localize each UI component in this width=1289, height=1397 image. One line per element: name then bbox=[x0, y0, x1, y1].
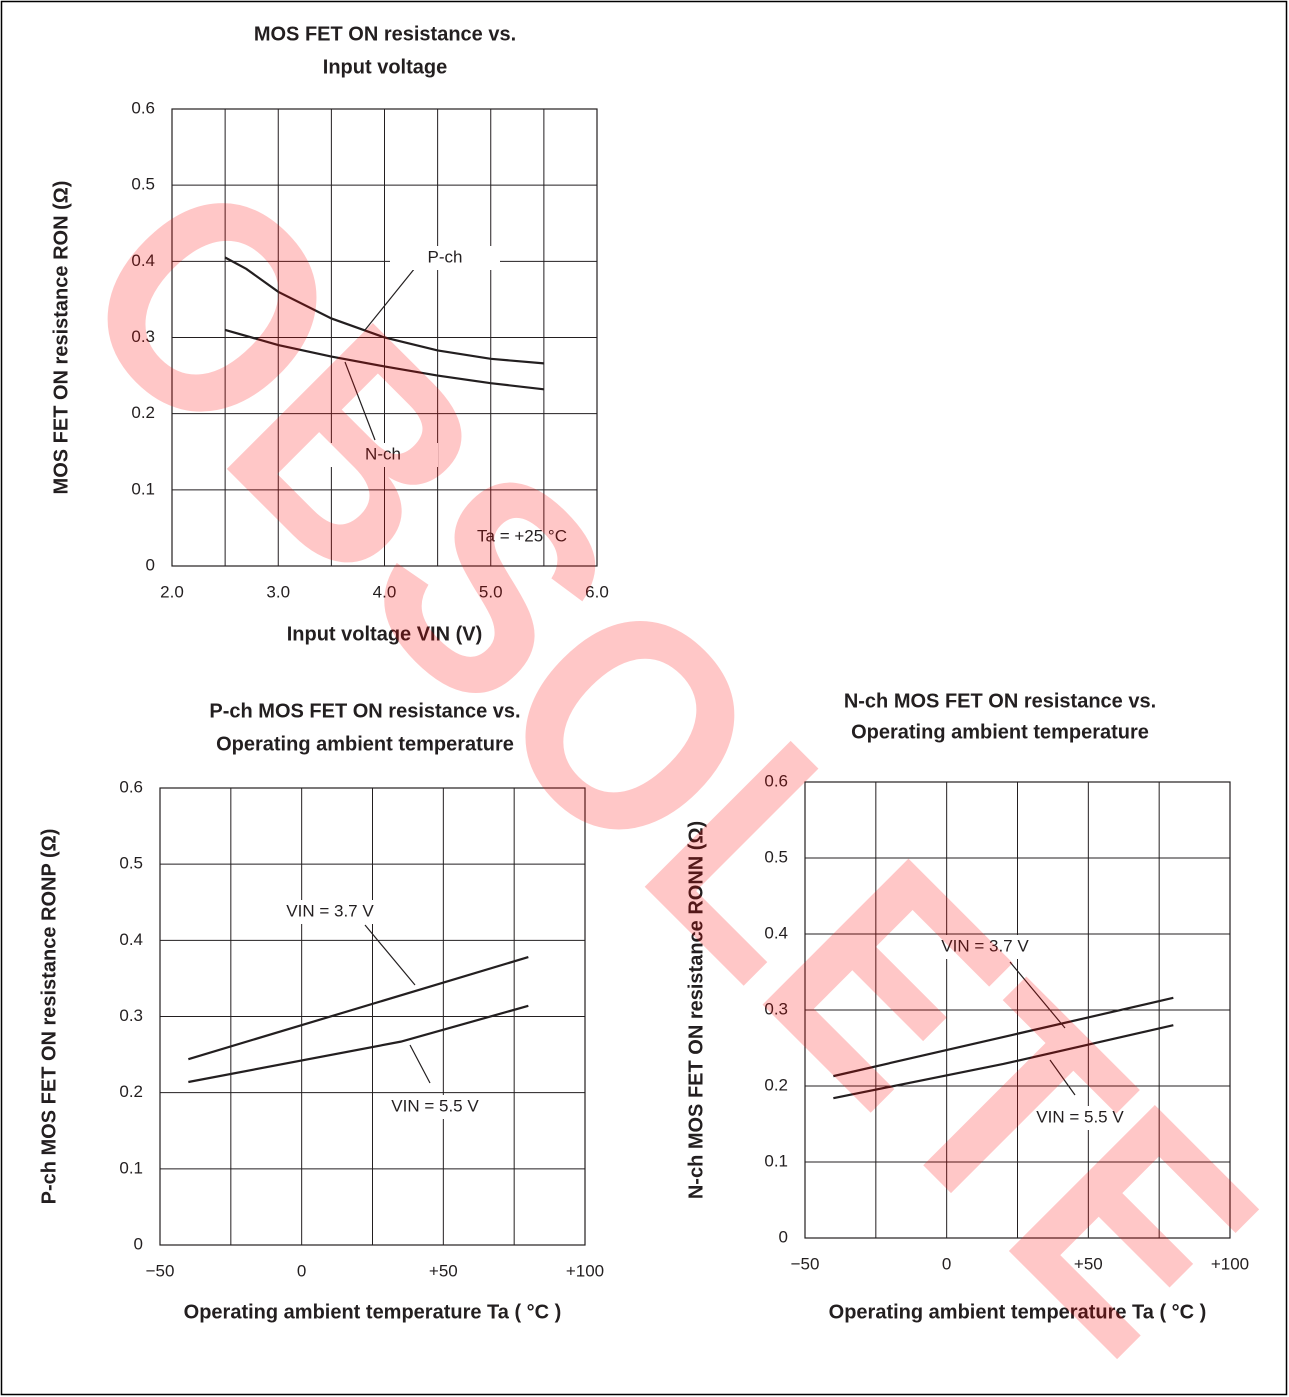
y-axis-label: P-ch MOS FET ON resistance RONP (Ω) bbox=[38, 829, 60, 1205]
x-tick-label: +50 bbox=[429, 1261, 458, 1280]
series-line bbox=[188, 956, 529, 1061]
y-tick-label: 0.2 bbox=[131, 403, 155, 422]
series-line bbox=[224, 256, 544, 365]
x-tick-label: +100 bbox=[1211, 1254, 1249, 1273]
chart-title: N-ch MOS FET ON resistance vs. bbox=[844, 690, 1156, 712]
y-tick-label: 0.1 bbox=[131, 479, 155, 498]
chart-title: Input voltage bbox=[323, 56, 447, 78]
label-bg bbox=[1025, 1106, 1135, 1130]
chart-title: MOS FET ON resistance vs. bbox=[254, 23, 516, 45]
annotation: Ta = +25 °C bbox=[477, 526, 567, 545]
chart-title: Operating ambient temperature bbox=[851, 721, 1149, 743]
y-tick-label: 0.6 bbox=[764, 771, 788, 790]
leader-line bbox=[344, 361, 376, 441]
x-tick-label: 3.0 bbox=[266, 582, 290, 601]
x-axis-label: Operating ambient temperature Ta ( °C ) bbox=[184, 1301, 562, 1323]
x-tick-label: +100 bbox=[566, 1261, 604, 1280]
y-tick-label: 0 bbox=[146, 555, 155, 574]
chart-title: Operating ambient temperature bbox=[216, 733, 514, 755]
y-tick-label: 0.1 bbox=[119, 1158, 143, 1177]
leader-line bbox=[1009, 961, 1066, 1029]
y-tick-label: 0.4 bbox=[131, 251, 155, 270]
chart-title: P-ch MOS FET ON resistance vs. bbox=[209, 700, 520, 722]
y-tick-label: 0.1 bbox=[764, 1151, 788, 1170]
x-tick-label: −50 bbox=[146, 1261, 175, 1280]
x-tick-label: 6.0 bbox=[585, 582, 609, 601]
y-tick-label: 0.4 bbox=[764, 923, 788, 942]
series-line bbox=[224, 328, 545, 391]
series-line bbox=[833, 1024, 1174, 1100]
x-tick-label: 5.0 bbox=[479, 582, 503, 601]
y-tick-label: 0.6 bbox=[131, 98, 155, 117]
charts: MOS FET ON resistance vs. Input voltage 0 0… bbox=[38, 23, 1249, 1323]
series-label: VIN = 3.7 V bbox=[286, 901, 374, 920]
plot-frame bbox=[804, 781, 1231, 1239]
label-bg bbox=[380, 1095, 490, 1119]
y-tick-label: 0.4 bbox=[119, 930, 143, 949]
y-tick-label: 0 bbox=[779, 1227, 788, 1246]
leader-line bbox=[364, 267, 416, 331]
y-axis-label: MOS FET ON resistance RON (Ω) bbox=[50, 181, 72, 495]
y-tick-label: 0.2 bbox=[119, 1082, 143, 1101]
y-tick-label: 0.2 bbox=[764, 1075, 788, 1094]
series-label: VIN = 3.7 V bbox=[941, 936, 1029, 955]
x-tick-label: −50 bbox=[791, 1254, 820, 1273]
label-bg bbox=[390, 246, 500, 270]
y-tick-label: 0.5 bbox=[131, 175, 155, 194]
series-label: P-ch bbox=[428, 247, 463, 266]
leader-line bbox=[1049, 1059, 1076, 1096]
y-tick-label: 0.3 bbox=[131, 327, 155, 346]
y-tick-label: 0.3 bbox=[764, 999, 788, 1018]
x-tick-label: 2.0 bbox=[160, 582, 184, 601]
series-label: VIN = 5.5 V bbox=[391, 1096, 479, 1115]
y-tick-label: 0 bbox=[134, 1234, 143, 1253]
series-line bbox=[833, 996, 1174, 1078]
label-bg bbox=[328, 443, 438, 467]
x-tick-label: 4.0 bbox=[373, 582, 397, 601]
x-axis-label: Input voltage VIN (V) bbox=[287, 623, 483, 645]
y-tick-label: 0.5 bbox=[764, 847, 788, 866]
y-tick-label: 0.6 bbox=[119, 777, 143, 796]
x-tick-label: 0 bbox=[942, 1254, 951, 1273]
y-tick-label: 0.3 bbox=[119, 1006, 143, 1025]
y-tick-label: 0.5 bbox=[119, 854, 143, 873]
leader-line bbox=[364, 924, 416, 986]
x-tick-label: 0 bbox=[297, 1261, 306, 1280]
watermark: OBSOLETE bbox=[19, 114, 1289, 1397]
x-tick-label: +50 bbox=[1074, 1254, 1103, 1273]
y-axis-label: N-ch MOS FET ON resistance RONN (Ω) bbox=[685, 821, 707, 1199]
plot-frame bbox=[159, 787, 586, 1246]
leader-line bbox=[409, 1044, 431, 1084]
label-bg bbox=[275, 900, 385, 924]
x-axis-label: Operating ambient temperature Ta ( °C ) bbox=[829, 1301, 1207, 1323]
label-bg bbox=[930, 935, 1040, 959]
series-label: N-ch bbox=[365, 444, 401, 463]
plot-frame bbox=[171, 108, 598, 567]
series-label: VIN = 5.5 V bbox=[1036, 1107, 1124, 1126]
series-line bbox=[188, 1004, 529, 1084]
